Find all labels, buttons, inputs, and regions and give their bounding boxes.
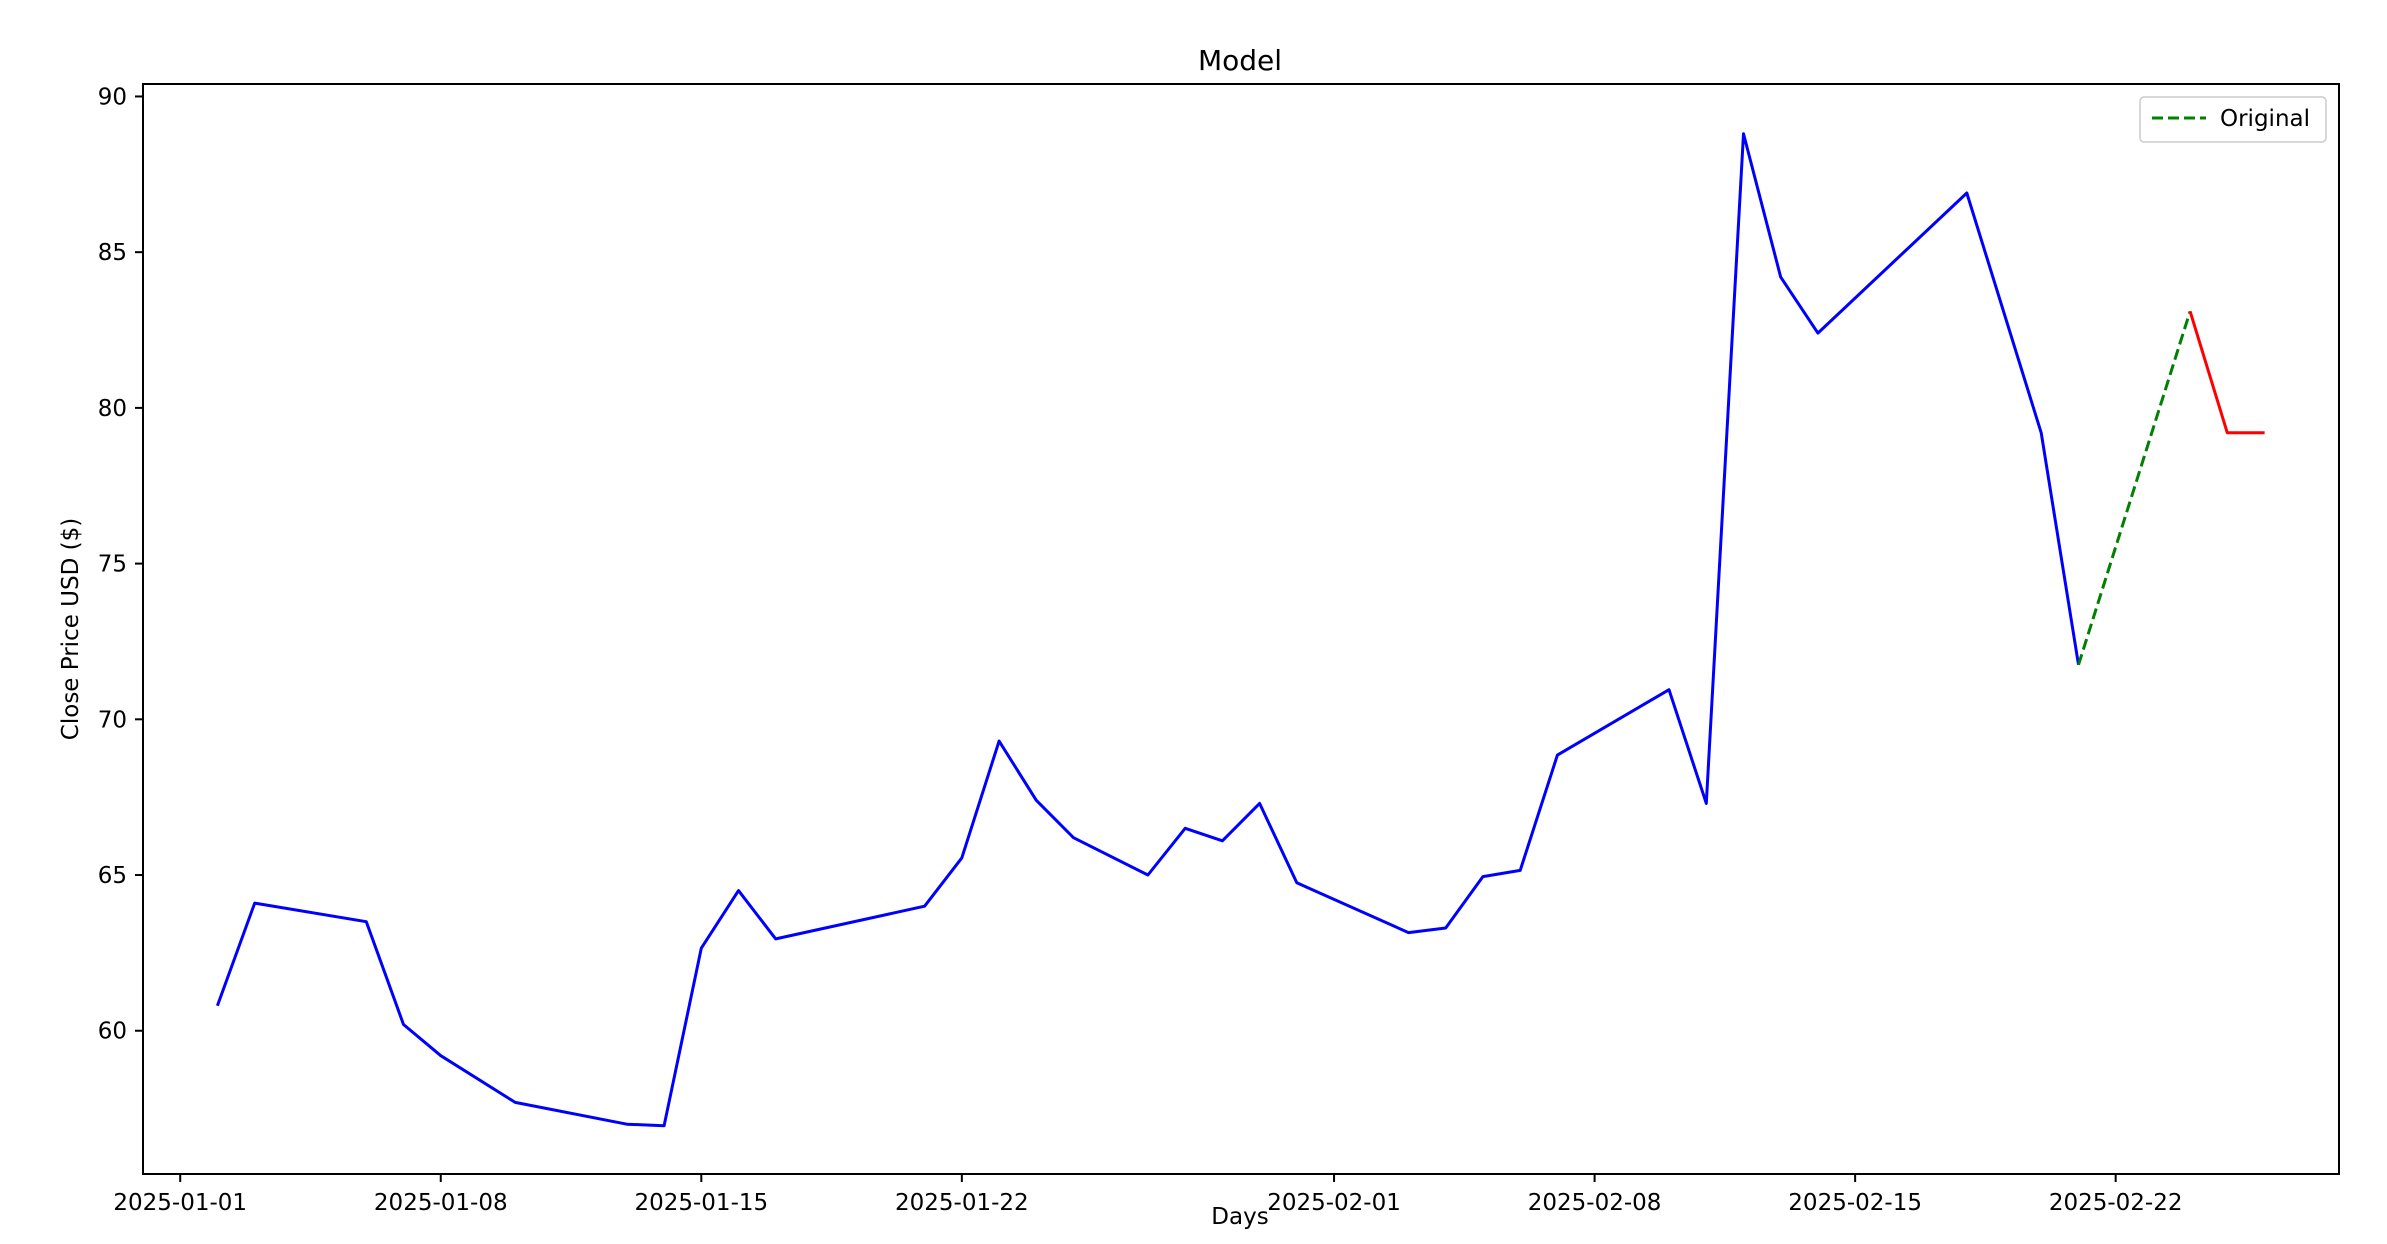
x-axis: 2025-01-01 2025-01-08 2025-01-15 2025-01-22…	[113, 1174, 2183, 1216]
y-tick-label: 65	[98, 863, 127, 889]
y-tick-label: 80	[98, 396, 127, 422]
y-tick-label: 90	[98, 84, 127, 110]
y-tick-label: 60	[98, 1019, 127, 1045]
x-tick-label: 2025-02-15	[1788, 1190, 1922, 1216]
x-tick-label: 2025-01-01	[113, 1190, 247, 1216]
y-tick-label: 70	[98, 707, 127, 733]
y-axis-label: Close Price USD ($)	[58, 518, 84, 740]
series-line-red	[2188, 310, 2265, 435]
y-tick-label: 75	[98, 552, 127, 578]
series-line-original	[2077, 310, 2192, 666]
x-tick-label: 2025-01-08	[374, 1190, 508, 1216]
chart-title: Model	[1198, 44, 1282, 77]
x-tick-label: 2025-02-22	[2049, 1190, 2183, 1216]
x-tick-label: 2025-02-01	[1267, 1190, 1401, 1216]
plot-frame	[142, 83, 2340, 1175]
x-axis-label: Days	[1211, 1204, 1268, 1230]
x-tick-label: 2025-02-08	[1528, 1190, 1662, 1216]
plot-area	[142, 83, 2340, 1175]
series-line-blue	[215, 132, 2080, 1128]
legend-label-original: Original	[2220, 106, 2310, 132]
x-tick-label: 2025-01-15	[634, 1190, 768, 1216]
y-tick-label: 85	[98, 240, 127, 266]
series-layer	[215, 132, 2265, 1128]
legend: Original	[2139, 96, 2327, 143]
y-axis: 60 65 70 75 80 85 90	[98, 84, 143, 1045]
legend-box	[2139, 96, 2327, 143]
x-tick-label: 2025-01-22	[895, 1190, 1029, 1216]
